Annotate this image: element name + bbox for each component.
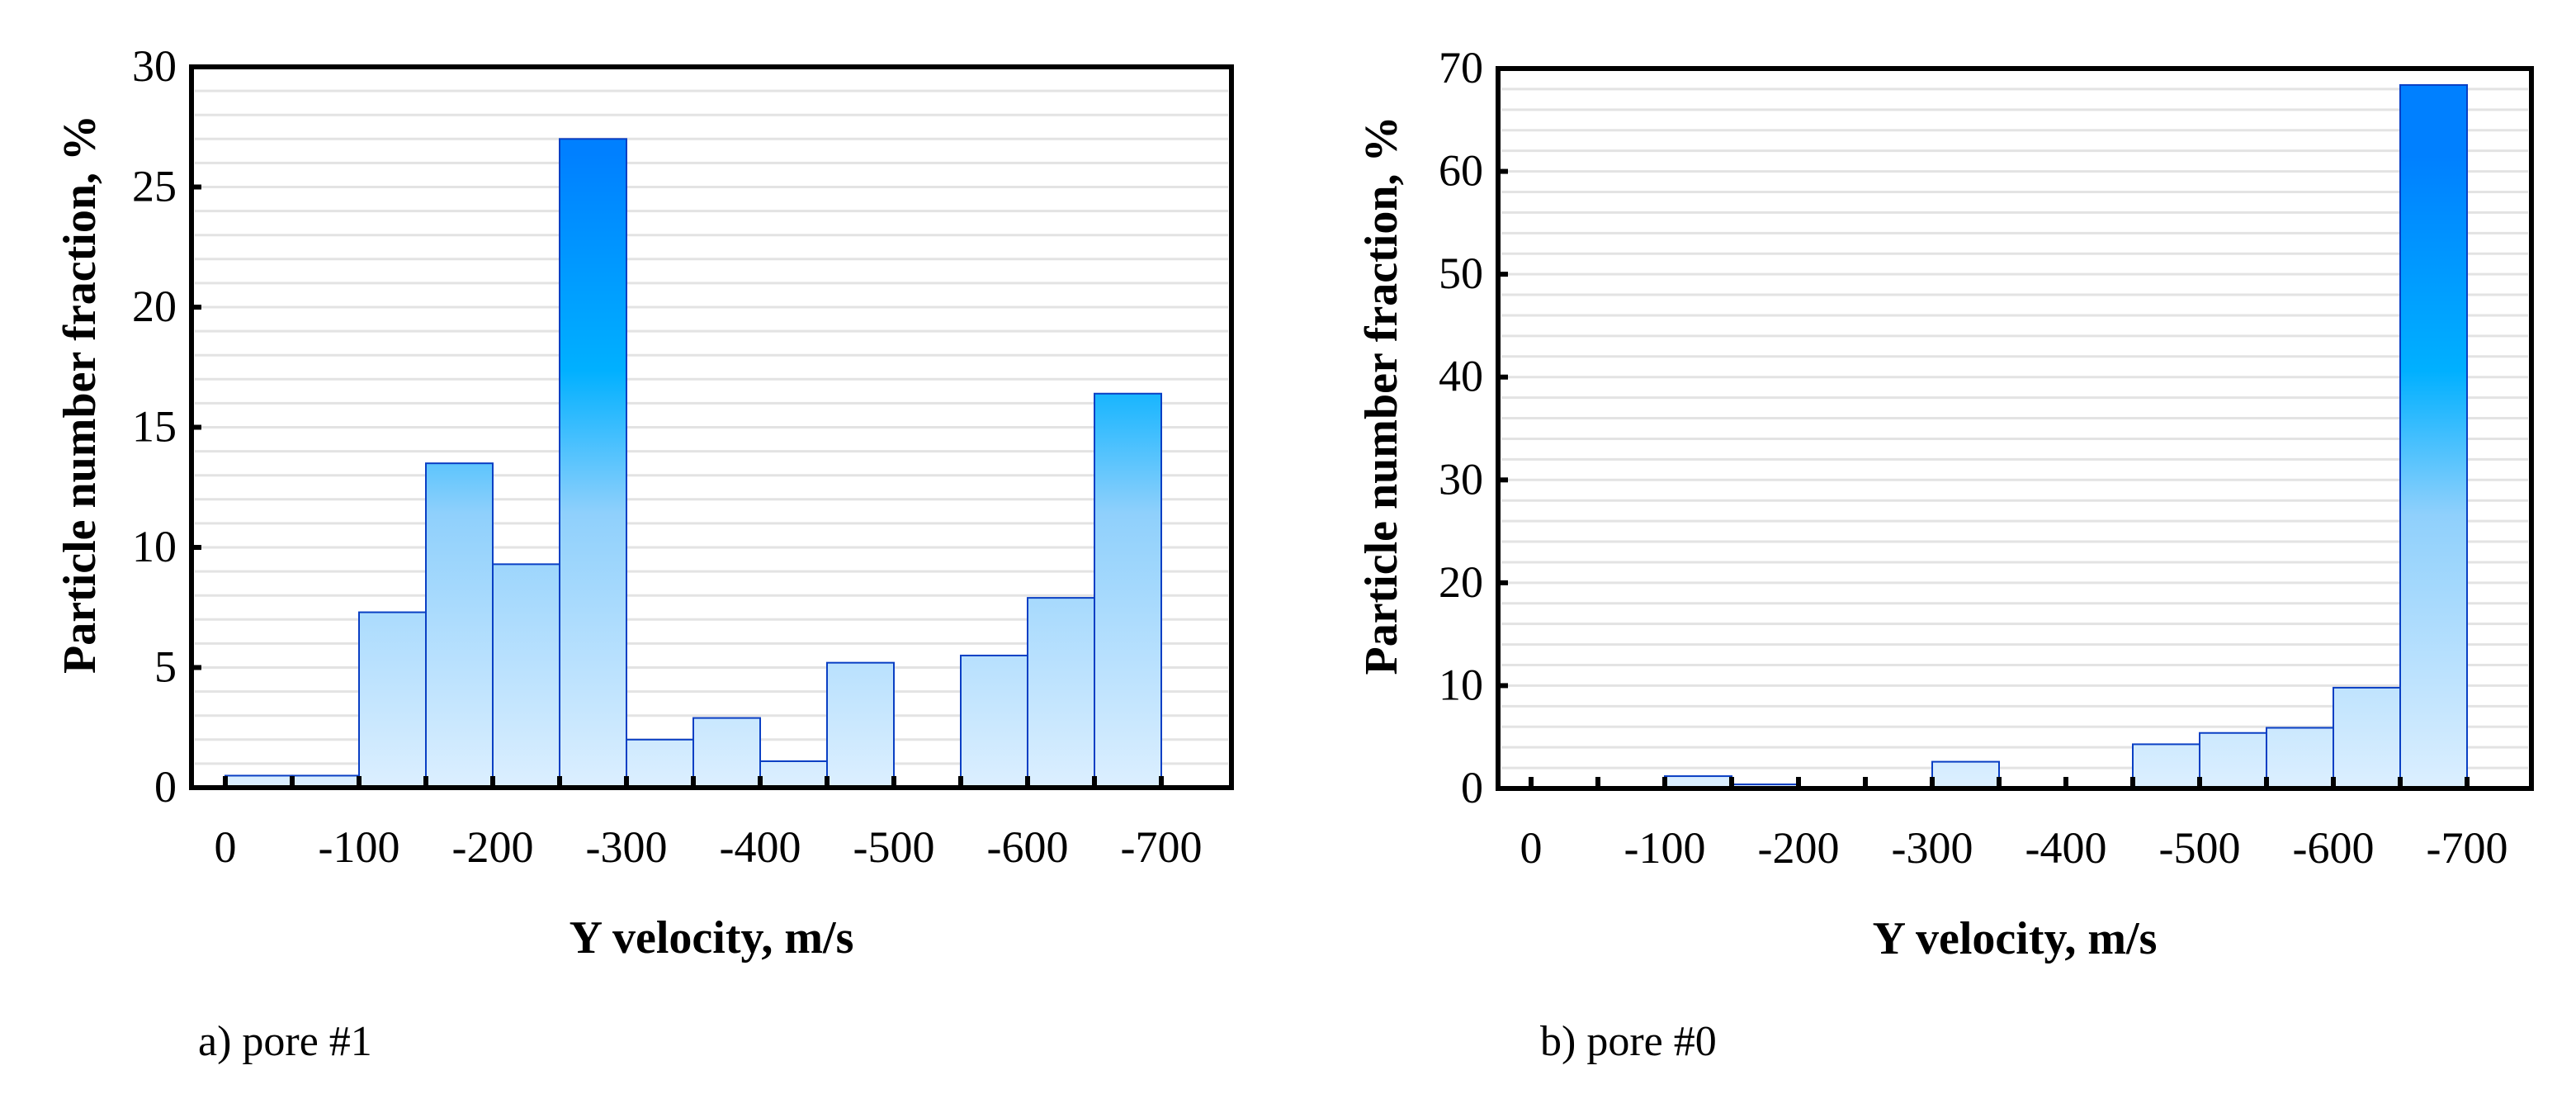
x-tick-label: -500 [2159,823,2241,873]
bars: -100 to -150: 1.2%-150 to -200: 0.4%-300… [1664,83,2468,790]
x-tick-label: -700 [1121,822,1203,872]
x-tick-label: -300 [586,822,668,872]
histogram-bar: -650 to -700: 16.4% [1094,392,1162,788]
x-tick-label: -100 [1624,823,1706,873]
x-axis: 0 -100 -200 -300 -400 -500 -600 -700 [215,776,1203,872]
y-tick-label: 50 [1439,249,1483,298]
histogram-bar: -300 to -350: 2% [626,738,694,788]
y-tick-label: 0 [154,762,177,812]
histogram-bar: -450 to -500: 5.2% [826,661,895,788]
y-axis: 0 10 20 30 40 50 60 70 [1439,43,1508,812]
histogram-bar: -150 to -200: 13.5% [425,462,494,789]
histogram-bar: -250 to -300: 27% [559,138,627,789]
x-tick-label: -400 [720,822,801,872]
histogram-bar: -400 to -450: 1.1% [759,760,828,788]
y-tick-label: 40 [1439,352,1483,401]
chart-panel-b: -100 to -150: 1.2%-150 to -200: 0.4%-300… [1356,43,2534,964]
y-tick-label: 10 [1439,660,1483,709]
x-tick-label: -500 [853,822,935,872]
y-axis: 0 5 10 15 20 25 30 [132,41,201,812]
y-tick-label: 30 [1439,454,1483,504]
y-tick-label: 70 [1439,43,1483,92]
histogram-bar: -550 to -600: 5.9% [2266,727,2334,790]
x-tick-label: -300 [1892,823,1973,873]
y-tick-label: 60 [1439,146,1483,196]
gridlines [1501,88,2528,769]
x-axis-title: Y velocity, m/s [1873,913,2158,964]
bars: 0 to -50: 0.5%-50 to -100: 0.5%-100 to -… [225,138,1162,789]
x-tick-label: -600 [987,822,1069,872]
y-axis-title: Particle number fraction, % [54,115,106,674]
x-axis: 0 -100 -200 -300 -400 -500 -600 -700 [1520,777,2508,873]
x-tick-label: -200 [1758,823,1840,873]
histogram-bar: -200 to -250: 9.3% [492,563,560,788]
x-tick-label: 0 [1520,823,1543,873]
x-tick-label: -200 [452,822,534,872]
histogram-bar: -100 to -150: 7.3% [358,611,427,788]
histogram-bar: -350 to -400: 2.9% [692,717,761,788]
chart-panel-a: 0 to -50: 0.5%-50 to -100: 0.5%-100 to -… [54,41,1234,964]
y-tick-label: 0 [1461,763,1483,812]
plot-frame [1496,66,2534,791]
x-tick-label: -400 [2025,823,2107,873]
histogram-bar: -550 to -600: 5.5% [960,654,1028,789]
y-tick-label: 30 [132,41,177,91]
x-tick-label: 0 [215,822,237,872]
y-tick-label: 20 [132,282,177,331]
panel-caption-a: a) pore #1 [198,1018,372,1065]
histogram-bar: -300 to -350: 2.6% [1931,760,2000,790]
histogram-bar: -500 to -550: 5.4% [2199,732,2267,790]
x-tick-label: -600 [2293,823,2375,873]
x-tick-label: -700 [2427,823,2508,873]
panel-caption-b: b) pore #0 [1540,1018,1717,1065]
y-axis-title: Particle number fraction, % [1356,116,1407,675]
y-tick-label: 25 [132,162,177,211]
y-tick-label: 5 [154,642,177,692]
x-tick-label: -100 [319,822,400,872]
histogram-bar: -600 to -650: 7.9% [1027,597,1095,788]
histogram-bar: -650 to -700: 68.4% [2399,83,2468,789]
histogram-bar: -600 to -650: 9.8% [2333,686,2401,789]
y-tick-label: 10 [132,522,177,571]
x-axis-title: Y velocity, m/s [570,912,854,964]
histogram-bar: -450 to -500: 4.3% [2132,743,2200,789]
y-tick-label: 15 [132,402,177,452]
y-tick-label: 20 [1439,557,1483,607]
